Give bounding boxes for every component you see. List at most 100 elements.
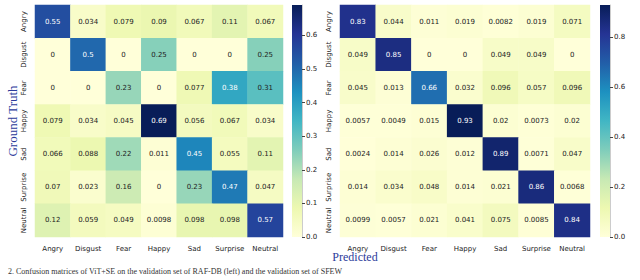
svg-text:Neutral: Neutral xyxy=(252,245,278,253)
svg-text:0.047: 0.047 xyxy=(255,183,275,191)
svg-text:0.85: 0.85 xyxy=(386,51,402,59)
svg-text:0.83: 0.83 xyxy=(350,18,366,26)
svg-text:0.0: 0.0 xyxy=(306,233,317,241)
svg-text:0.049: 0.049 xyxy=(348,51,368,59)
svg-text:0.0073: 0.0073 xyxy=(524,117,549,125)
svg-text:0.057: 0.057 xyxy=(526,84,546,92)
svg-text:Fear: Fear xyxy=(325,80,333,95)
svg-text:0.088: 0.088 xyxy=(78,150,98,158)
svg-text:0.0099: 0.0099 xyxy=(346,216,371,224)
svg-text:0.049: 0.049 xyxy=(491,51,511,59)
svg-text:Neutral: Neutral xyxy=(20,207,28,233)
svg-text:Sad: Sad xyxy=(494,245,507,253)
svg-text:0.048: 0.048 xyxy=(419,183,439,191)
svg-text:0.012: 0.012 xyxy=(455,150,475,158)
svg-text:0.059: 0.059 xyxy=(78,216,98,224)
svg-text:0.071: 0.071 xyxy=(562,18,582,26)
svg-text:Sad: Sad xyxy=(325,148,333,161)
svg-text:0.047: 0.047 xyxy=(562,150,582,158)
svg-text:0.014: 0.014 xyxy=(384,150,405,158)
svg-text:Sad: Sad xyxy=(188,245,201,253)
svg-text:0.0057: 0.0057 xyxy=(346,117,371,125)
svg-text:0.067: 0.067 xyxy=(220,117,240,125)
svg-text:0: 0 xyxy=(157,183,161,191)
svg-text:0.31: 0.31 xyxy=(257,84,273,92)
svg-text:0.0: 0.0 xyxy=(614,233,625,241)
svg-text:0.0071: 0.0071 xyxy=(524,150,549,158)
svg-text:0.25: 0.25 xyxy=(151,51,167,59)
svg-text:0.044: 0.044 xyxy=(384,18,405,26)
svg-text:0.013: 0.013 xyxy=(384,84,404,92)
svg-text:Surprise: Surprise xyxy=(20,173,28,202)
svg-text:0.011: 0.011 xyxy=(149,150,169,158)
svg-text:0.014: 0.014 xyxy=(348,183,369,191)
svg-text:0.021: 0.021 xyxy=(419,216,439,224)
svg-text:0.23: 0.23 xyxy=(187,183,203,191)
svg-text:0.079: 0.079 xyxy=(114,18,134,26)
svg-text:0.021: 0.021 xyxy=(491,183,511,191)
svg-text:0: 0 xyxy=(50,51,54,59)
svg-text:0.045: 0.045 xyxy=(348,84,368,92)
svg-text:0.019: 0.019 xyxy=(455,18,475,26)
svg-text:Angry: Angry xyxy=(348,245,369,253)
svg-text:Disgust: Disgust xyxy=(380,245,407,253)
svg-text:0.1: 0.1 xyxy=(306,199,317,207)
svg-text:0.015: 0.015 xyxy=(419,117,439,125)
svg-text:0.034: 0.034 xyxy=(384,183,405,191)
svg-text:0: 0 xyxy=(86,84,90,92)
svg-text:Surprise: Surprise xyxy=(215,245,244,253)
svg-text:0.02: 0.02 xyxy=(564,117,580,125)
svg-text:0.034: 0.034 xyxy=(78,117,99,125)
svg-text:0.096: 0.096 xyxy=(562,84,583,92)
svg-text:0: 0 xyxy=(157,84,161,92)
svg-text:Angry: Angry xyxy=(20,11,28,32)
svg-text:Disgust: Disgust xyxy=(325,41,333,68)
svg-text:0.0082: 0.0082 xyxy=(488,18,513,26)
svg-text:0.2: 0.2 xyxy=(614,183,625,191)
svg-text:0: 0 xyxy=(50,84,54,92)
svg-text:0.011: 0.011 xyxy=(419,18,439,26)
svg-text:0.019: 0.019 xyxy=(526,18,546,26)
svg-text:0.45: 0.45 xyxy=(187,150,203,158)
svg-text:Surprise: Surprise xyxy=(325,173,333,202)
svg-text:0.8: 0.8 xyxy=(614,33,625,41)
svg-text:Happy: Happy xyxy=(20,110,28,133)
svg-text:Angry: Angry xyxy=(325,11,333,32)
svg-text:Neutral: Neutral xyxy=(325,207,333,233)
svg-text:0.09: 0.09 xyxy=(151,18,167,26)
svg-text:0.16: 0.16 xyxy=(116,183,132,191)
svg-text:0.4: 0.4 xyxy=(614,133,626,141)
svg-text:0.3: 0.3 xyxy=(306,132,317,140)
svg-text:0.034: 0.034 xyxy=(78,18,99,26)
svg-text:0: 0 xyxy=(121,51,125,59)
svg-text:0.066: 0.066 xyxy=(43,150,64,158)
svg-text:Happy: Happy xyxy=(454,245,477,253)
svg-text:0.014: 0.014 xyxy=(455,183,476,191)
svg-text:Fear: Fear xyxy=(116,245,131,253)
svg-text:Angry: Angry xyxy=(42,245,63,253)
svg-text:0.0049: 0.0049 xyxy=(381,117,406,125)
svg-text:0: 0 xyxy=(427,51,431,59)
svg-text:0.055: 0.055 xyxy=(220,150,240,158)
svg-text:0.0024: 0.0024 xyxy=(346,150,371,158)
svg-text:0.098: 0.098 xyxy=(220,216,240,224)
svg-text:0.096: 0.096 xyxy=(491,84,512,92)
svg-text:0.079: 0.079 xyxy=(43,117,63,125)
svg-text:0.056: 0.056 xyxy=(184,117,205,125)
svg-text:0.023: 0.023 xyxy=(78,183,98,191)
svg-text:0.12: 0.12 xyxy=(45,216,61,224)
svg-text:Ground Truth: Ground Truth xyxy=(5,85,20,157)
svg-text:Surprise: Surprise xyxy=(522,245,551,253)
svg-text:0.11: 0.11 xyxy=(222,18,238,26)
svg-text:0.4: 0.4 xyxy=(306,99,318,107)
svg-text:0.66: 0.66 xyxy=(421,84,437,92)
svg-text:0.84: 0.84 xyxy=(564,216,580,224)
svg-text:0.5: 0.5 xyxy=(83,51,94,59)
svg-text:0.55: 0.55 xyxy=(45,18,61,26)
svg-text:0.69: 0.69 xyxy=(151,117,167,125)
svg-text:Happy: Happy xyxy=(325,110,333,133)
svg-text:0.077: 0.077 xyxy=(184,84,204,92)
svg-text:0.0098: 0.0098 xyxy=(147,216,172,224)
svg-text:0.5: 0.5 xyxy=(306,65,317,73)
svg-text:0.02: 0.02 xyxy=(493,117,509,125)
